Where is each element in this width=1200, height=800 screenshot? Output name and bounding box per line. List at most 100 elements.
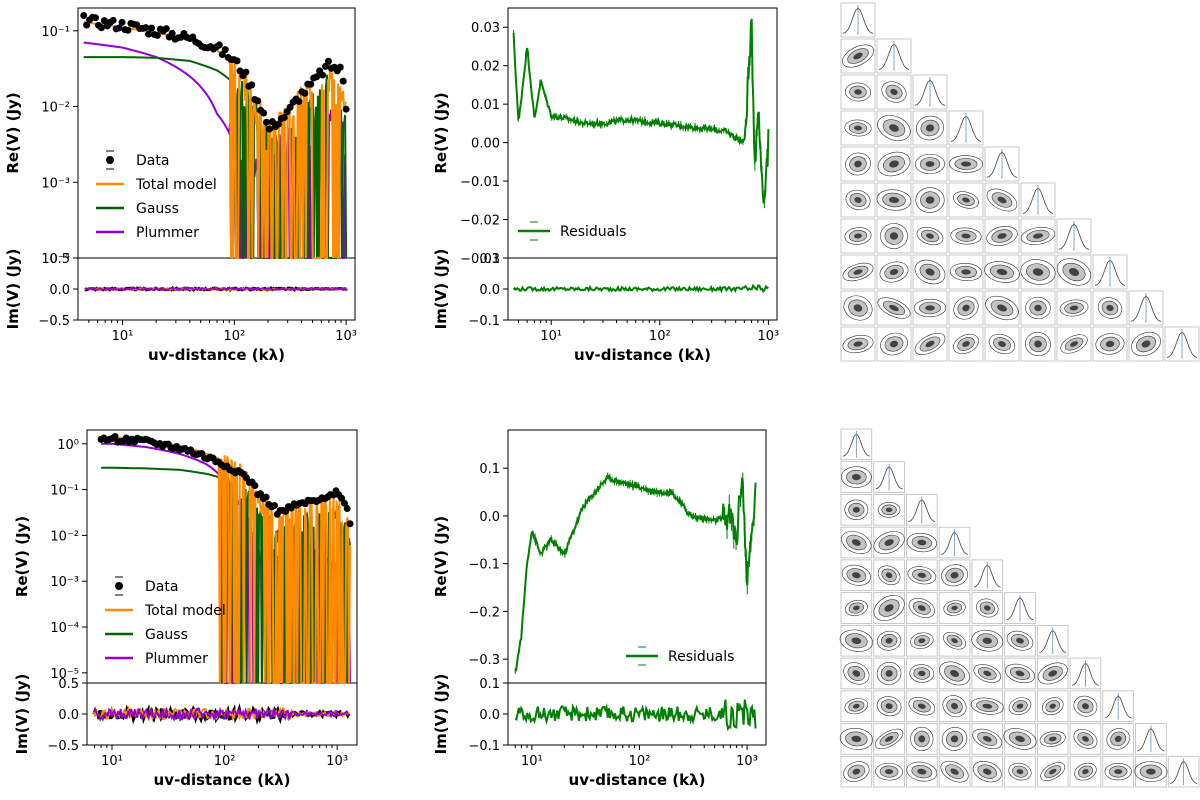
- im-series-residuals: [512, 283, 769, 294]
- x-tick-label: 10¹: [540, 329, 562, 344]
- y-tick-label: −0.1: [468, 739, 500, 754]
- corner-contour-core: [962, 341, 970, 347]
- corner-contour-core: [884, 539, 894, 546]
- corner-contour-core: [889, 160, 899, 168]
- legend-label: Plummer: [145, 651, 208, 667]
- corner-contour-core: [852, 506, 860, 513]
- corner-contour-core: [1081, 703, 1089, 710]
- y-tick-label: 0.0: [58, 708, 79, 723]
- legend: Residuals: [626, 646, 734, 666]
- corner-contour: [1060, 334, 1088, 354]
- data-point: [248, 81, 256, 89]
- y-tick-label: 0.01: [471, 98, 500, 113]
- corner-contour-core: [917, 605, 926, 611]
- x-tick-label: 10²: [649, 329, 671, 344]
- x-tick-label: 10¹: [521, 754, 543, 769]
- data-point: [142, 24, 150, 32]
- y-axis-label-top: Re(V) (Jy): [13, 516, 31, 597]
- data-point: [80, 12, 88, 20]
- corner-contour: [985, 295, 1019, 321]
- x-axis-label: uv-distance (kλ): [569, 771, 706, 789]
- data-point: [118, 18, 126, 26]
- y-tick-label: 0.0: [479, 708, 500, 723]
- data-point: [109, 16, 117, 24]
- y-tick-label: 10⁻¹: [41, 25, 70, 40]
- corner-contour-core: [925, 161, 935, 167]
- corner-contour-core: [997, 233, 1007, 239]
- corner-contour: [1025, 296, 1051, 320]
- corner-contour: [915, 187, 945, 213]
- corner-contour: [1095, 333, 1125, 355]
- y-tick-label: 10⁻³: [41, 176, 70, 191]
- corner-contour: [877, 115, 911, 141]
- y-axis-label-bottom: Im(V) (Jy): [4, 249, 22, 330]
- corner-contour: [1097, 297, 1123, 319]
- data-point: [124, 26, 132, 34]
- legend-label: Data: [136, 153, 169, 169]
- corner-contour: [910, 632, 934, 649]
- corner-contour-core: [851, 637, 862, 644]
- corner-contour-core: [962, 304, 970, 312]
- corner-contour: [941, 564, 969, 587]
- chart-panel-top-middle: 10¹ 10² 10³ uv-distance (kλ) 0.03 0.02 0.01 0.0…: [432, 7, 779, 364]
- x-tick-label: 10¹: [101, 754, 123, 769]
- y-tick-label: 10⁻³: [50, 575, 79, 590]
- corner-contour: [1003, 728, 1037, 750]
- corner-contour-core: [853, 304, 863, 312]
- x-tick-label: 10²: [214, 754, 236, 769]
- corner-contour-core: [982, 735, 992, 742]
- corner-contour-core: [917, 768, 927, 775]
- y-tick-label: 0.0: [479, 510, 500, 525]
- corner-contour: [841, 564, 871, 586]
- corner-contour-core: [950, 669, 960, 677]
- corner-contour: [844, 599, 868, 617]
- y-tick-label: −0.1: [468, 314, 500, 329]
- y-axis-label-top: Re(V) (Jy): [432, 516, 450, 597]
- y-tick-label: −0.5: [38, 314, 70, 329]
- data-point: [336, 63, 344, 71]
- y-tick-label: 0.1: [479, 462, 500, 477]
- corner-contour-core: [1068, 268, 1080, 276]
- corner-contour: [906, 761, 938, 782]
- bottom-corner-plot: [839, 428, 1200, 788]
- corner-contour: [845, 152, 871, 176]
- x-axis-label: uv-distance (kλ): [148, 346, 285, 364]
- corner-contour-core: [853, 52, 863, 60]
- corner-contour-core: [961, 233, 971, 239]
- legend: Residuals: [518, 221, 626, 241]
- corner-contour-core: [926, 233, 934, 239]
- corner-cell: [1004, 657, 1036, 690]
- corner-contour-core: [917, 572, 927, 578]
- corner-contour: [913, 298, 947, 318]
- x-tick-label: 10³: [736, 754, 758, 769]
- y-tick-label: 0.00: [471, 137, 500, 152]
- corner-contour: [844, 499, 869, 521]
- data-point: [83, 21, 91, 29]
- corner-contour: [839, 727, 873, 750]
- data-point: [265, 125, 273, 133]
- x-tick-label: 10²: [223, 329, 245, 344]
- data-point: [342, 105, 350, 113]
- corner-contour-core: [961, 269, 971, 275]
- chart-panel-bottom-middle: 10¹ 10² 10³ uv-distance (kλ) 0.1 0.0 −0.1 −0.2 −…: [432, 429, 767, 789]
- y-tick-label: −0.5: [47, 739, 79, 754]
- corner-contour: [879, 261, 909, 283]
- corner-contour-core: [982, 703, 993, 709]
- corner-contour-core: [960, 161, 972, 167]
- data-point: [322, 62, 330, 70]
- corner-contour: [1008, 762, 1032, 781]
- top-axes-frame: [507, 429, 767, 684]
- data-point: [92, 14, 100, 22]
- corner-contour: [953, 191, 979, 209]
- corner-contour-core: [1146, 768, 1156, 775]
- plot-area: [92, 432, 354, 726]
- data-point: [115, 24, 123, 32]
- corner-contour-core: [1049, 768, 1057, 775]
- legend-label: Residuals: [560, 224, 626, 240]
- corner-contour: [876, 630, 902, 651]
- corner-contour: [948, 155, 984, 173]
- series-line-total-model: [100, 436, 351, 684]
- corner-contour-core: [853, 605, 860, 611]
- corner-contour-core: [950, 572, 959, 579]
- y-axis-label-bottom: Im(V) (Jy): [432, 674, 450, 755]
